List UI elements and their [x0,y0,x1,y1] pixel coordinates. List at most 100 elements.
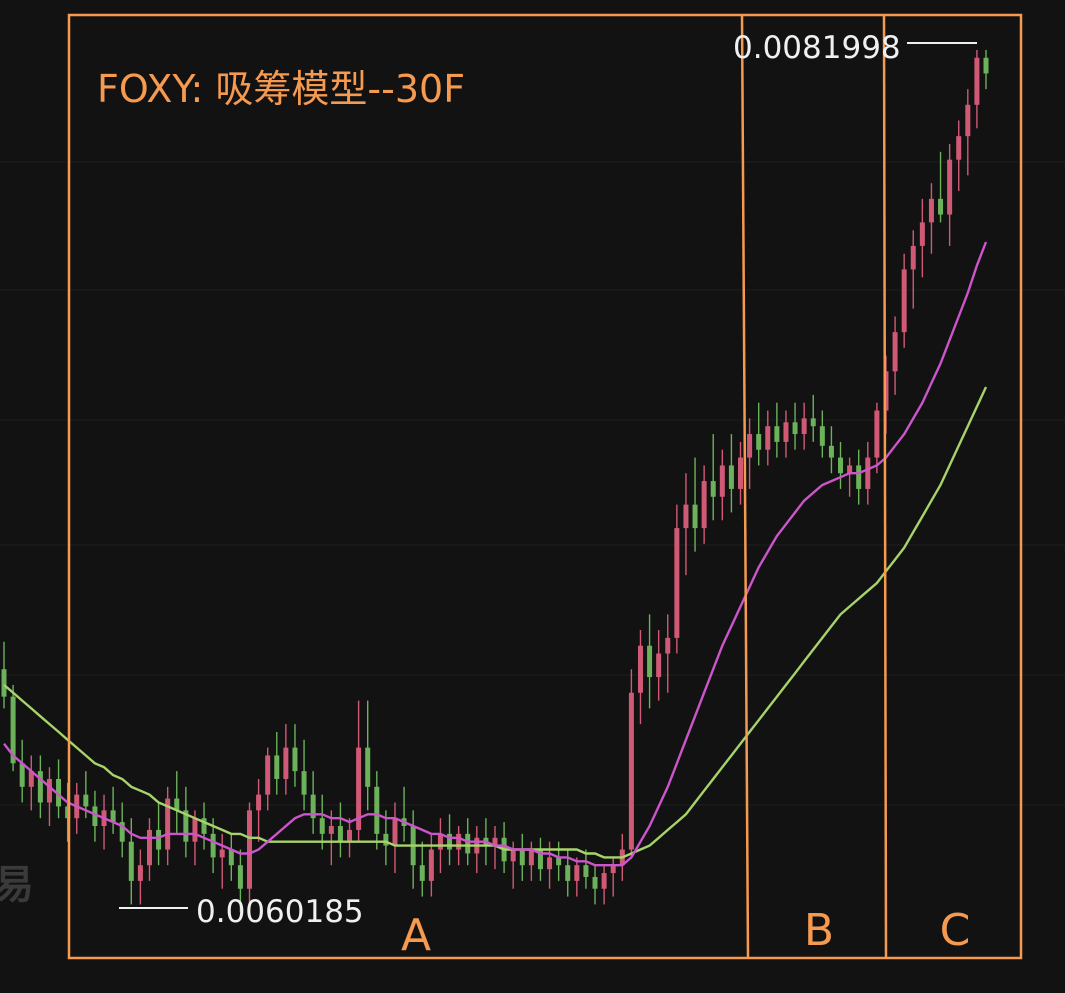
candle-up [510,849,516,862]
candle-down [537,849,543,870]
candle-up [46,778,52,803]
candle-down [856,465,862,489]
candle-down [983,57,989,74]
candle-up [892,332,898,372]
candle-up [219,849,225,858]
candle-up [574,865,580,881]
candle-down [819,426,825,446]
candle-up [947,159,953,215]
candle-down [19,763,25,787]
candle-down [56,778,62,807]
candle-down [201,818,207,834]
candle-up [865,457,871,489]
candle-down [692,504,698,529]
candle-down [447,833,453,850]
candle-down [519,849,525,866]
candle-down [383,833,389,846]
candle-up [965,104,971,137]
candle-down [365,747,371,787]
candle-down [119,822,125,842]
candle-down [174,798,180,811]
candle-down [110,810,116,823]
candle-up [874,410,880,458]
candle-down [237,865,243,889]
candle-up [492,837,498,846]
candle-up [747,434,753,458]
candle-down [556,857,562,866]
candle-up [192,818,198,842]
candle-down [810,418,816,427]
candle-down [938,198,944,215]
candle-up [356,747,362,830]
candle-down [792,422,798,435]
candle-up [628,692,634,850]
candle-down [183,810,189,842]
candles [1,49,989,913]
candle-down [292,747,298,772]
candle-up [683,504,689,529]
candle-up [328,826,334,834]
price-high-label: 0.0081998 [733,30,901,66]
candle-up [347,829,353,842]
candle-down [10,696,16,764]
candle-up [928,198,934,223]
candle-up [146,829,152,866]
candle-down [419,865,425,881]
ma-slow-line [3,386,988,859]
candle-down [828,445,834,458]
candle-up [901,269,907,333]
zone-divider-ab [740,14,750,959]
candle-up [783,422,789,442]
candle-up [392,818,398,846]
candle-down [310,794,316,819]
candle-down [228,849,234,866]
candle-up [701,481,707,529]
candle-down [728,465,734,489]
candle-up [665,637,671,654]
candle-down [156,829,162,850]
candle-down [319,818,325,834]
candle-down [592,876,598,889]
candle-down [83,794,89,807]
candle-up [283,747,289,779]
candle-up [674,528,680,638]
candle-up [737,457,744,489]
watermark: 易 [0,862,34,908]
candle-up [165,798,171,850]
candle-down [337,826,343,842]
zone-divider-bc [882,14,888,959]
candle-down [210,833,216,858]
candle-up [919,222,925,246]
candle-up [437,833,443,850]
candle-down [65,806,71,819]
candle-up [265,755,271,795]
candle-up [974,57,980,105]
candle-up [956,136,962,160]
grid-lines [0,161,1065,806]
candle-down [647,645,653,678]
candle-down [374,786,380,834]
candle-down [774,426,780,442]
candle-down [465,833,471,854]
chart-title: FOXY: 吸筹模型--30F [97,67,465,111]
candle-up [847,465,853,474]
candle-down [838,457,844,474]
candle-up [256,794,262,811]
candle-up [610,865,616,874]
candle-down [1,669,7,697]
candle-up [246,810,253,889]
candle-up [547,857,553,870]
zone-label-a: A [401,910,431,961]
candle-down [128,841,134,881]
candle-up [601,873,607,889]
candle-down [710,481,716,497]
candle-up [801,418,807,435]
candle-down [583,865,589,877]
zone-label-b: B [804,905,834,956]
ma-fast-line [3,241,988,867]
candle-up [637,645,643,693]
candle-down [756,434,762,450]
candle-up [137,865,143,881]
candle-down [301,771,307,795]
